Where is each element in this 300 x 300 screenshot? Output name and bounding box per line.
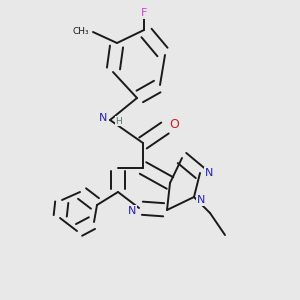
Text: CH₃: CH₃ (72, 28, 89, 37)
Text: H: H (115, 116, 122, 125)
Text: N: N (128, 206, 136, 216)
Text: N: N (99, 113, 107, 123)
Text: O: O (169, 118, 179, 131)
Text: N: N (205, 168, 213, 178)
Text: N: N (197, 195, 206, 205)
Text: F: F (141, 8, 147, 18)
